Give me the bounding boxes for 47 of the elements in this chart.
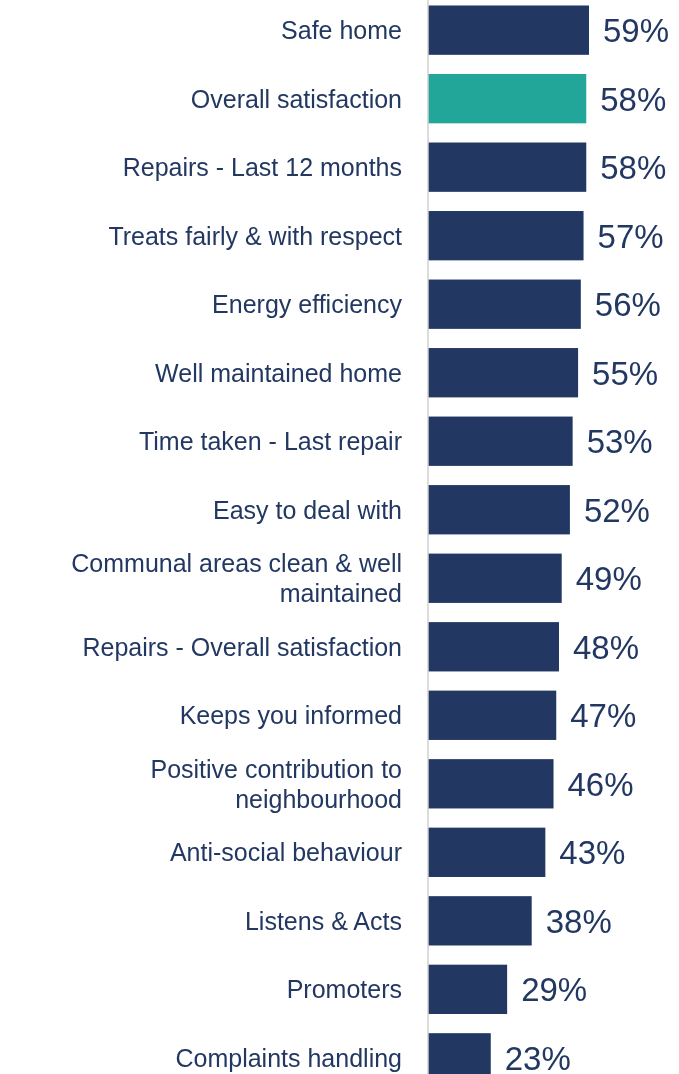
y-tick-label: Positive contribution to neighbourhood	[150, 754, 402, 813]
bar	[428, 553, 562, 603]
bar	[428, 964, 508, 1015]
y-tick-label: Keeps you informed	[179, 701, 402, 730]
data-label: 23%	[504, 1039, 571, 1074]
data-label: 43%	[559, 834, 626, 872]
data-label: 55%	[592, 354, 659, 392]
y-tick-label: Safe home	[281, 16, 402, 45]
data-label: 46%	[567, 765, 634, 803]
data-label: 58%	[600, 149, 667, 187]
data-label: 48%	[572, 628, 640, 666]
y-tick-label: Energy efficiency	[212, 290, 403, 319]
y-tick-label: Complaints handling	[175, 1043, 402, 1072]
data-label: 38%	[545, 902, 612, 940]
bar	[428, 690, 557, 740]
bar	[428, 142, 587, 192]
data-label: 57%	[597, 217, 664, 255]
y-tick-label: Communal areas clean & well maintained	[71, 549, 402, 608]
data-label: 47%	[570, 697, 637, 735]
bar	[428, 416, 573, 466]
y-tick-label: Treats fairly & with respect	[108, 221, 403, 250]
y-tick-label: Anti-social behaviour	[169, 838, 402, 867]
y-tick-label: Easy to deal with	[213, 495, 402, 524]
data-label: 56%	[594, 286, 661, 324]
bar	[428, 211, 584, 261]
y-tick-label: Promoters	[286, 975, 402, 1004]
y-tick-label: Listens & Acts	[244, 906, 402, 935]
y-tick-label: Well maintained home	[155, 358, 402, 387]
data-label: 29%	[521, 971, 588, 1009]
bar	[428, 5, 589, 55]
y-tick-label: Repairs - Last 12 months	[122, 153, 402, 182]
bar	[428, 485, 570, 535]
data-label: 49%	[575, 560, 642, 598]
y-tick-label: Repairs - Overall satisfaction	[82, 632, 402, 661]
bar	[428, 74, 587, 124]
y-tick-label: Time taken - Last repair	[138, 427, 402, 456]
bar	[428, 759, 554, 809]
data-label: 59%	[603, 12, 670, 50]
bar	[428, 348, 579, 398]
data-label: 58%	[600, 80, 667, 118]
y-tick-label: Overall satisfaction	[190, 84, 402, 113]
data-label: 53%	[586, 423, 653, 461]
bar	[428, 622, 559, 672]
data-label: 52%	[583, 491, 650, 529]
bar	[428, 896, 532, 946]
bar	[428, 279, 581, 329]
bar	[428, 827, 546, 877]
